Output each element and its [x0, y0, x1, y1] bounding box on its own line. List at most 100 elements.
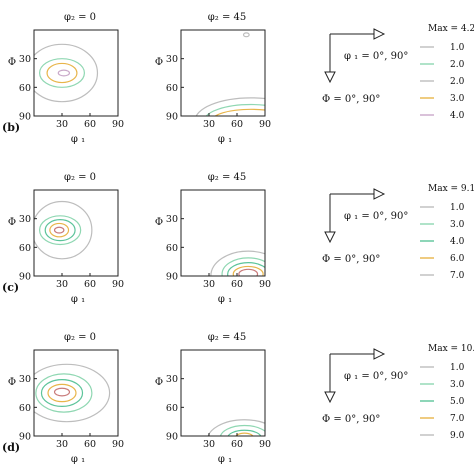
contour-line-4-0 — [44, 219, 76, 242]
y-tick-label: 60 — [166, 243, 178, 254]
x-tick-label: 60 — [84, 119, 96, 130]
odf-plot: φ₂ = 45 30 60 90 30 60 90 Φφ ₁ — [155, 172, 271, 305]
legend-level-label: 3.0 — [450, 94, 465, 104]
x-axis-title: φ ₁ — [218, 294, 232, 305]
x-tick-label: 60 — [231, 279, 243, 290]
arrowhead-down-icon — [324, 71, 336, 84]
contour-line-7-0 — [47, 383, 77, 403]
panel-letter: (c) — [2, 281, 19, 294]
legend-max-value: Max = 9.1 — [428, 184, 474, 194]
contour-line-1-0 — [34, 363, 111, 423]
x-axis-title: φ ₁ — [218, 454, 232, 465]
y-tick-label: 30 — [19, 54, 31, 65]
arrowhead-right-icon — [373, 188, 386, 200]
legend-level-label: 2.0 — [450, 60, 465, 70]
contour-line-1-0 — [242, 32, 250, 38]
panel-b: φ₂ = 0 30 60 90 30 60 90 Φφ ₁ φ₂ = 45 30 60 90 30 60 9… — [2, 12, 474, 145]
x-tick-label: 90 — [112, 119, 124, 130]
y-tick-label: 90 — [166, 432, 178, 443]
contour-legend: Max = 10.5 1.0 3.0 5.0 7.0 9.0 — [420, 344, 474, 441]
legend-level-label: 4.0 — [450, 237, 465, 247]
Phi-range-label: Φ = 0°, 90° — [322, 414, 380, 425]
arrowhead-right-icon — [373, 348, 386, 360]
contour-line-7-0 — [53, 226, 65, 234]
contour-line-2-0 — [214, 108, 265, 116]
y-tick-label: 90 — [19, 112, 31, 123]
axes-orientation-diagram: φ ₁ = 0°, 90° Φ = 0°, 90° — [322, 28, 408, 105]
panel-letter: (d) — [2, 441, 20, 454]
axes-orientation-diagram: φ ₁ = 0°, 90° Φ = 0°, 90° — [322, 188, 408, 265]
plot-title: φ₂ = 0 — [64, 12, 96, 23]
contour-group — [195, 32, 265, 116]
contour-line-5-0 — [227, 429, 262, 436]
contour-line-3-0 — [219, 424, 265, 436]
odf-plot: φ₂ = 0 30 60 90 30 60 90 Φφ ₁ — [8, 12, 124, 145]
x-tick-label: 30 — [203, 119, 215, 130]
contour-line-1-0 — [195, 97, 265, 116]
Phi-range-label: Φ = 0°, 90° — [322, 94, 380, 105]
legend-level-label: 1.0 — [450, 363, 465, 373]
y-tick-label: 90 — [19, 272, 31, 283]
contour-group — [34, 200, 93, 260]
x-tick-label: 60 — [84, 439, 96, 450]
contour-line-1-0 — [207, 419, 265, 436]
y-tick-label: 30 — [166, 374, 178, 385]
x-axis-title: φ ₁ — [71, 454, 85, 465]
contour-line-4-0 — [57, 69, 71, 77]
y-tick-label: 60 — [166, 83, 178, 94]
x-tick-label: 60 — [231, 119, 243, 130]
legend-level-label: 3.0 — [450, 380, 465, 390]
y-tick-label: 30 — [19, 214, 31, 225]
plot-frame — [180, 189, 266, 277]
phi1-range-label: φ ₁ = 0°, 90° — [344, 211, 408, 222]
contour-line-2-0 — [46, 62, 78, 84]
contour-line-7-0 — [238, 268, 259, 276]
legend-level-label: 9.0 — [450, 431, 465, 441]
x-tick-label: 90 — [259, 279, 271, 290]
y-axis-title: Φ — [155, 57, 163, 68]
legend-level-label: 7.0 — [450, 414, 465, 424]
legend-level-label: 1.0 — [450, 43, 465, 53]
y-tick-label: 60 — [166, 403, 178, 414]
contour-line-1-0 — [34, 200, 93, 260]
odf-plot: φ₂ = 45 30 60 90 30 60 90 Φφ ₁ — [155, 12, 271, 145]
contour-line-9-0 — [53, 387, 71, 397]
legend-level-label: 2.0 — [450, 77, 465, 87]
contour-line-3-0 — [35, 373, 93, 413]
odf-plot: φ₂ = 45 30 60 90 30 60 90 Φφ ₁ — [155, 332, 271, 465]
y-axis-title: Φ — [8, 217, 16, 228]
contour-group — [34, 363, 111, 423]
panel-letter: (b) — [2, 121, 20, 134]
plot-title: φ₂ = 45 — [208, 172, 246, 183]
contour-line-3-0 — [221, 257, 265, 276]
y-tick-label: 90 — [166, 272, 178, 283]
y-tick-label: 90 — [19, 432, 31, 443]
x-tick-label: 60 — [231, 439, 243, 450]
y-tick-label: 60 — [19, 243, 31, 254]
x-tick-label: 60 — [84, 279, 96, 290]
plot-title: φ₂ = 0 — [64, 172, 96, 183]
x-axis-title: φ ₁ — [218, 134, 232, 145]
x-tick-label: 90 — [259, 119, 271, 130]
legend-max-value: Max = 4.29 — [428, 24, 474, 34]
plot-title: φ₂ = 45 — [208, 12, 246, 23]
legend-level-label: 3.0 — [450, 220, 465, 230]
y-tick-label: 30 — [166, 54, 178, 65]
contour-line-5-0 — [40, 379, 84, 407]
x-tick-label: 90 — [112, 279, 124, 290]
contour-line-4-0 — [227, 262, 265, 276]
plot-title: φ₂ = 45 — [208, 332, 246, 343]
y-axis-title: Φ — [8, 57, 16, 68]
legend-level-label: 4.0 — [450, 111, 465, 121]
x-axis-title: φ ₁ — [71, 294, 85, 305]
y-tick-label: 30 — [19, 374, 31, 385]
plot-frame — [33, 29, 119, 117]
contour-line-3-0 — [39, 215, 82, 246]
odf-plot: φ₂ = 0 30 60 90 30 60 90 Φφ ₁ — [8, 172, 124, 305]
contour-line-1-0 — [34, 43, 99, 103]
plot-title: φ₂ = 0 — [64, 332, 96, 343]
x-tick-label: 30 — [56, 279, 68, 290]
x-tick-label: 30 — [203, 439, 215, 450]
arrowhead-down-icon — [324, 391, 336, 404]
